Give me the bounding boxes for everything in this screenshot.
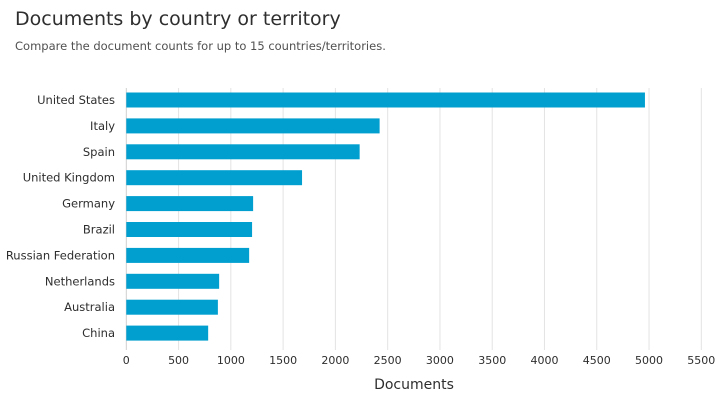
category-label: Brazil <box>83 223 115 237</box>
x-tick-label: 4000 <box>530 354 558 367</box>
x-tick-label: 2500 <box>374 354 402 367</box>
x-tick-label: 1000 <box>217 354 245 367</box>
x-axis-label: Documents <box>374 377 454 393</box>
category-label: Netherlands <box>45 274 115 288</box>
x-tick-label: 5000 <box>635 354 663 367</box>
x-tick-label: 5500 <box>687 354 715 367</box>
category-label: Russian Federation <box>6 248 115 262</box>
category-label: United States <box>37 93 115 107</box>
x-tick-label: 1500 <box>269 354 297 367</box>
bar <box>126 118 380 134</box>
category-label: China <box>82 326 115 340</box>
page-title: Documents by country or territory <box>15 8 341 30</box>
page-subtitle: Compare the document counts for up to 15… <box>15 39 386 53</box>
bar <box>126 325 209 341</box>
bar <box>126 92 645 108</box>
bar <box>126 299 218 315</box>
x-tick-label: 0 <box>123 354 130 367</box>
category-label: Germany <box>62 197 115 211</box>
category-label: United Kingdom <box>23 171 115 185</box>
x-tick-label: 3000 <box>426 354 454 367</box>
bar <box>126 196 254 212</box>
x-tick-label: 4500 <box>583 354 611 367</box>
bar <box>126 222 253 237</box>
category-label: Spain <box>83 145 115 159</box>
x-tick-label: 500 <box>168 354 189 367</box>
category-label: Australia <box>64 300 115 314</box>
x-tick-label: 3500 <box>478 354 506 367</box>
category-label: Italy <box>90 119 115 133</box>
x-tick-label: 2000 <box>321 354 349 367</box>
bar <box>126 144 360 160</box>
bar <box>126 170 303 186</box>
bar <box>126 273 220 289</box>
bar <box>126 247 250 263</box>
